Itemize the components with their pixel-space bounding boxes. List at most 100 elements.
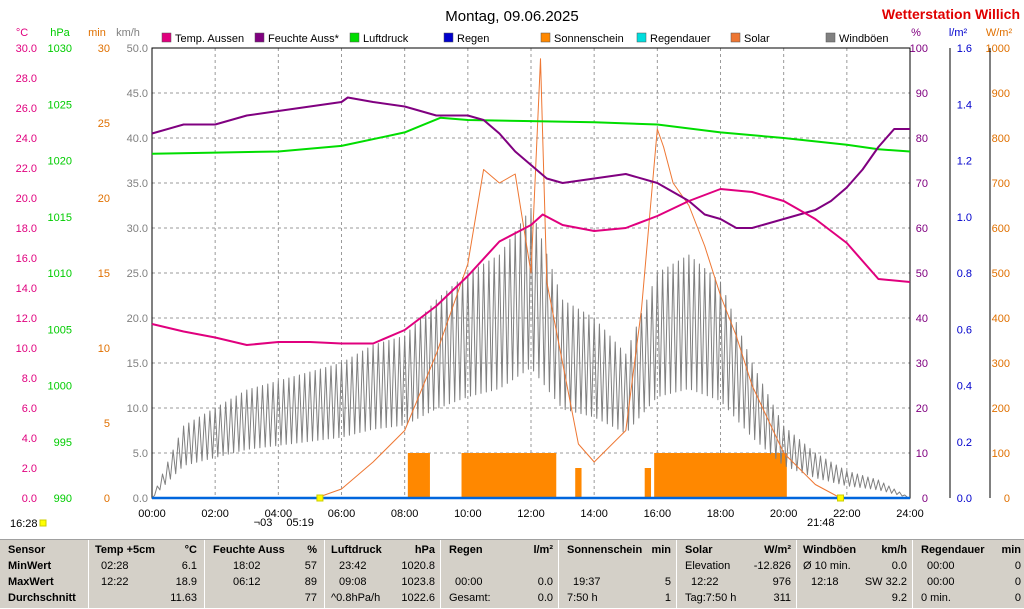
y-tick-label-wind: 15.0: [127, 358, 148, 370]
y-tick-label-rain: 1.4: [957, 99, 972, 111]
y-tick-label-rain: 0.6: [957, 324, 972, 336]
stats-rain-duration-avg-value: 0: [1014, 592, 1021, 604]
x-tick-label: 10:00: [454, 508, 482, 520]
stats-label-min: MinWert: [8, 560, 52, 572]
y-tick-label-humidity: 10: [916, 448, 928, 460]
stats-label-max: MaxWert: [8, 576, 54, 588]
stats-rain-title: Regen: [449, 544, 483, 556]
y-tick-label-wind: 50.0: [127, 43, 148, 55]
y-tick-label-solar: 400: [992, 313, 1010, 325]
stats-temp-title: Temp +5cm: [95, 544, 156, 556]
weather-chart: Montag, 09.06.2025 Wetterstation Willich…: [10, 6, 1020, 530]
y-tick-label-temp: 14.0: [16, 283, 37, 295]
stats-rain-duration-min-value: 0: [1014, 560, 1021, 572]
y-tick-label-wind: 10.0: [127, 403, 148, 415]
y-tick-label-humidity: 0: [922, 493, 928, 505]
legend-label: Windböen: [839, 33, 889, 45]
x-tick-label: 14:00: [580, 508, 608, 520]
axis-unit-wind: km/h: [116, 27, 140, 39]
y-tick-label-temp: 20.0: [16, 193, 37, 205]
sunshine-bar: [654, 453, 787, 498]
y-tick-label-temp: 8.0: [22, 373, 37, 385]
y-tick-label-solar: 1000: [986, 43, 1010, 55]
y-tick-label-pressure: 1030: [48, 43, 72, 55]
y-tick-label-humidity: 70: [916, 178, 928, 190]
stats-rain-duration-total: 0 min.: [921, 592, 951, 604]
stats-rain-total-label: Gesamt:: [449, 592, 491, 604]
legend-label: Regen: [457, 33, 489, 45]
y-tick-label-rain: 1.6: [957, 43, 972, 55]
stats-wind-column: Windböen km/h Ø 10 min. 0.0 12:18 SW 32.…: [796, 540, 913, 609]
x-tick-label: 02:00: [201, 508, 229, 520]
y-tick-label-humidity: 80: [916, 133, 928, 145]
y-tick-label-temp: 6.0: [22, 403, 37, 415]
x-tick-label: 22:00: [833, 508, 861, 520]
y-tick-label-humidity: 50: [916, 268, 928, 280]
stats-pressure-trend: ^0.8hPa/h: [331, 592, 381, 604]
legend-label: Feuchte Auss*: [268, 33, 340, 45]
y-tick-label-wind: 5.0: [133, 448, 148, 460]
stats-rain-duration-max-value: 0: [1014, 576, 1021, 588]
stats-wind-max-value: SW 32.2: [864, 576, 907, 588]
legend-label: Solar: [744, 33, 770, 45]
x-tick-label: 08:00: [391, 508, 419, 520]
legend-label: Regendauer: [650, 33, 711, 45]
stats-solar-day-label: Tag:7:50 h: [685, 592, 737, 604]
stats-wind-avg-value: 9.2: [891, 592, 907, 604]
y-tick-label-rain: 0.4: [957, 381, 972, 393]
x-tick-label: 24:00: [896, 508, 924, 520]
sunshine-bar: [644, 468, 652, 498]
stats-label-avg: Durchschnitt: [8, 592, 76, 604]
sunrise-marker: [316, 494, 324, 502]
stats-sunshine-avg-value: 1: [664, 592, 671, 604]
y-tick-label-temp: 2.0: [22, 463, 37, 475]
stats-sunshine-column: Sonnenschein min 19:37 5 7:50 h 1: [558, 540, 677, 609]
y-tick-label-pressure: 1005: [48, 324, 72, 336]
y-tick-label-wind: 40.0: [127, 133, 148, 145]
stats-solar-elevation-value: -12.826: [753, 560, 791, 572]
stats-solar-avg-value: 311: [773, 592, 791, 604]
stats-pressure-column: Luftdruck hPa 23:42 1020.8 09:08 1023.8 …: [324, 540, 441, 609]
y-tick-label-rain: 1.2: [957, 156, 972, 168]
stats-solar-unit: W/m²: [764, 544, 791, 556]
y-tick-label-rain: 0.2: [957, 437, 972, 449]
y-tick-label-wind: 0.0: [133, 493, 148, 505]
stats-rain-column: Regen l/m² 00:00 0.0 Gesamt: 0.0: [440, 540, 559, 609]
stats-solar-title: Solar: [685, 544, 713, 556]
stats-humidity-column: Feuchte Auss % 18:02 57 06:12 89 77: [204, 540, 325, 609]
stats-pressure-min-value: 1020.8: [401, 560, 435, 572]
x-tick-label: 12:00: [517, 508, 545, 520]
y-tick-label-temp: 26.0: [16, 103, 37, 115]
legend-swatch: [254, 32, 265, 43]
series-line-feuchte-auss-: [151, 96, 910, 229]
y-tick-label-rain: 1.0: [957, 212, 972, 224]
y-tick-label-humidity: 90: [916, 88, 928, 100]
y-tick-label-temp: 10.0: [16, 343, 37, 355]
stats-wind-avg10-label: Ø 10 min.: [803, 560, 851, 572]
legend-swatch: [443, 32, 454, 43]
stats-wind-max-time: 12:18: [811, 576, 839, 588]
series-line-windb-en: [151, 207, 911, 499]
stats-wind-avg10-value: 0.0: [891, 560, 907, 572]
y-tick-label-solar: 100: [992, 448, 1010, 460]
y-tick-label-wind: 25.0: [127, 268, 148, 280]
stats-temp-avg-value: 11.63: [170, 592, 197, 604]
stats-rain-total-value: 0.0: [537, 592, 553, 604]
series-line-temp-aussen: [151, 188, 911, 346]
stats-humidity-title: Feuchte Auss: [213, 544, 285, 556]
chart-title: Montag, 09.06.2025: [445, 8, 578, 25]
stats-humidity-min-time: 18:02: [233, 560, 261, 572]
legend-swatch: [730, 32, 741, 43]
y-tick-label-solar: 700: [992, 178, 1010, 190]
stats-sunshine-max-time: 19:37: [573, 576, 601, 588]
stats-solar-column: Solar W/m² Elevation -12.826 12:22 976 T…: [676, 540, 797, 609]
axis-unit-rain: l/m²: [949, 27, 968, 39]
stats-sunshine-max-value: 5: [664, 576, 671, 588]
stats-sunshine-title: Sonnenschein: [567, 544, 643, 556]
stats-label-sensor: Sensor: [8, 544, 46, 556]
y-tick-label-pressure: 1025: [48, 99, 72, 111]
legend-swatch: [540, 32, 551, 43]
y-tick-label-solar: 0: [1004, 493, 1010, 505]
y-tick-label-rain: 0.0: [957, 493, 972, 505]
y-tick-label-humidity: 20: [916, 403, 928, 415]
